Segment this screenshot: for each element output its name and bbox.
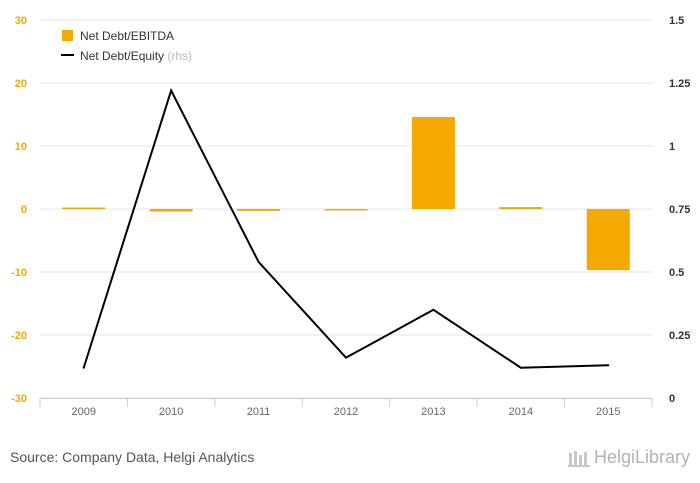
right-tick-label: 0.5 <box>669 267 684 279</box>
line-point-2011 <box>257 260 260 263</box>
line-point-2012 <box>345 356 347 359</box>
left-tick-label: 20 <box>15 78 27 90</box>
bar-series <box>62 117 630 271</box>
line-point-2010 <box>170 89 173 92</box>
right-tick-label: 0.25 <box>669 330 690 342</box>
left-tick-label: -20 <box>11 330 27 342</box>
x-tick-label: 2014 <box>509 406 533 418</box>
x-tick-label: 2009 <box>71 406 95 418</box>
legend: Net Debt/EBITDA Net Debt/Equity (rhs) <box>61 29 192 63</box>
bar-2013 <box>411 117 455 209</box>
bar-2014 <box>499 207 543 209</box>
left-tick-label: 10 <box>15 141 27 153</box>
right-tick-label: 1 <box>669 141 675 153</box>
x-tick-label: 2015 <box>596 406 620 418</box>
legend-line-label: Net Debt/Equity <box>80 49 164 63</box>
line-point-2015 <box>607 364 610 367</box>
right-tick-label: 1.5 <box>669 15 684 27</box>
line-point-2009 <box>82 366 85 369</box>
bar-2011 <box>237 209 281 211</box>
left-tick-label: 0 <box>21 204 27 216</box>
library-logo-icon <box>568 450 590 467</box>
legend-line-suffix: (rhs) <box>167 49 192 63</box>
x-tick-label: 2010 <box>159 406 183 418</box>
right-axis: 1.5 1.25 1 0.75 0.5 0.25 0 <box>669 15 690 405</box>
legend-bar-swatch <box>62 30 73 41</box>
left-tick-label: -10 <box>11 267 27 279</box>
x-tick-label: 2011 <box>247 406 271 418</box>
x-tick-label: 2013 <box>421 406 445 418</box>
left-axis: 30 20 10 0 -10 -20 -30 <box>11 15 27 405</box>
legend-bar-label: Net Debt/EBITDA <box>80 29 174 43</box>
logo-text: HelgiLibrary <box>594 447 691 467</box>
bar-2012 <box>324 209 368 211</box>
bar-2010 <box>149 209 193 212</box>
left-tick-label: -30 <box>11 393 27 405</box>
line-net-debt-equity <box>82 87 609 369</box>
line-point-2014 <box>519 366 522 369</box>
line-point-2013 <box>432 308 435 311</box>
legend-line-text: Net Debt/Equity (rhs) <box>80 49 192 63</box>
helgi-library-logo: HelgiLibrary <box>568 447 690 468</box>
source-note: Source: Company Data, Helgi Analytics <box>10 449 255 465</box>
line-series <box>82 87 610 369</box>
bar-2015 <box>586 209 630 271</box>
x-axis: 2009 2010 2011 2012 2013 2014 2015 <box>39 398 653 418</box>
bar-2009 <box>62 207 106 209</box>
right-tick-label: 0 <box>669 393 675 405</box>
right-tick-label: 1.25 <box>669 78 690 90</box>
right-tick-label: 0.75 <box>669 204 690 216</box>
left-tick-label: 30 <box>15 15 27 27</box>
x-tick-label: 2012 <box>334 406 358 418</box>
